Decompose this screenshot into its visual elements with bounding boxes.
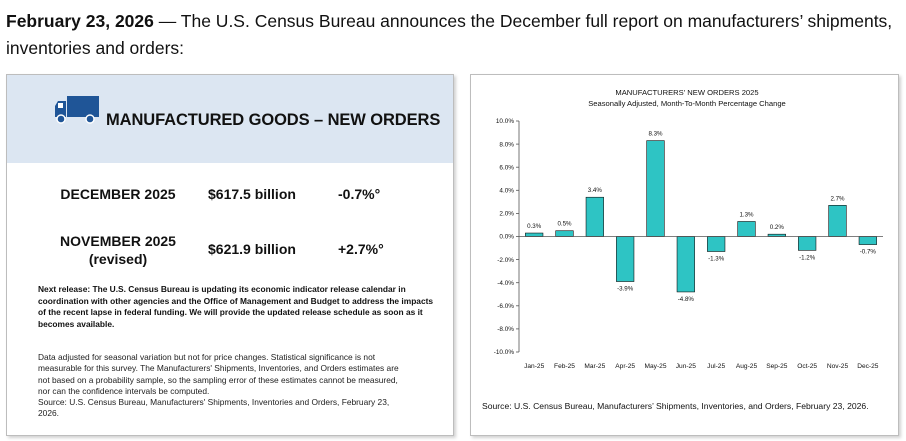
footnote-line: not based on a probability sample, so th… xyxy=(38,374,398,385)
y-tick-label: -6.0% xyxy=(497,303,514,310)
x-tick-label: Jun-25 xyxy=(676,363,696,370)
panel-title: MANUFACTURED GOODS – NEW ORDERS xyxy=(106,111,441,129)
x-tick-label: Dec-25 xyxy=(857,363,879,370)
x-tick-label: Aug-25 xyxy=(736,363,758,370)
data-label: 0.2% xyxy=(770,224,785,231)
data-label: -3.9% xyxy=(617,286,634,293)
data-label: 0.3% xyxy=(527,223,542,230)
footnote: Data adjusted for seasonal variation but… xyxy=(38,352,443,420)
bars xyxy=(525,140,877,293)
data-label: 8.3% xyxy=(648,131,663,138)
bar-feb-25 xyxy=(555,230,574,237)
row-label-november: NOVEMBER 2025 xyxy=(60,233,176,249)
new-orders-bar-chart: MANUFACTURERS' NEW ORDERS 2025 Seasonall… xyxy=(494,88,883,370)
y-tick-label: -8.0% xyxy=(497,326,514,333)
y-tick-label: -10.0% xyxy=(494,349,515,356)
x-tick-label: Jul-25 xyxy=(707,363,725,370)
y-tick-label: 6.0% xyxy=(499,164,514,171)
row-value-december: $617.5 billion xyxy=(208,186,296,202)
data-label: 1.3% xyxy=(739,211,754,218)
y-tick-label: 2.0% xyxy=(499,211,514,218)
panel-header-band xyxy=(7,75,453,163)
x-tick-label: May-25 xyxy=(645,363,667,370)
data-label: 2.7% xyxy=(830,195,845,202)
headline-text: — The U.S. Census Bureau announces the D… xyxy=(6,11,893,58)
x-tick-label: Oct-25 xyxy=(797,363,817,370)
bar-jul-25 xyxy=(707,236,726,252)
data-label: 0.5% xyxy=(557,221,572,228)
next-release-note: Next release: The U.S. Census Bureau is … xyxy=(38,284,434,329)
data-label: -1.2% xyxy=(799,254,816,261)
footnote-line: nor can the confidence intervals be comp… xyxy=(38,385,210,396)
data-label: 3.4% xyxy=(588,187,603,194)
bar-dec-25 xyxy=(858,236,877,245)
x-tick-label: Nov-25 xyxy=(827,363,849,370)
bar-nov-25 xyxy=(828,205,847,237)
y-tick-label: -4.0% xyxy=(497,280,514,287)
row-change-december: -0.7%° xyxy=(338,186,381,202)
x-tick-label: Apr-25 xyxy=(615,363,635,370)
row-sublabel-revised: (revised) xyxy=(88,251,148,267)
data-label: -0.7% xyxy=(860,249,877,256)
y-tick-label: 0.0% xyxy=(499,234,514,241)
bar-may-25 xyxy=(646,140,665,237)
chart-source: Source: U.S. Census Bureau, Manufacturer… xyxy=(482,401,869,411)
chart-subtitle: Seasonally Adjusted, Month-To-Month Perc… xyxy=(588,99,786,108)
y-tick-label: -2.0% xyxy=(497,257,514,264)
bar-jan-25 xyxy=(525,232,544,237)
x-tick-label: Jan-25 xyxy=(524,363,544,370)
footnote-line: Source: U.S. Census Bureau, Manufacturer… xyxy=(38,397,390,408)
y-tick-label: 8.0% xyxy=(499,141,514,148)
y-tick-label: 10.0% xyxy=(496,118,514,125)
headline: February 23, 2026 — The U.S. Census Bure… xyxy=(6,8,896,62)
row-label-december: DECEMBER 2025 xyxy=(60,186,176,202)
x-tick-label: Sep-25 xyxy=(766,363,788,370)
footnote-line: measurable for this survey. The Manufact… xyxy=(38,363,399,374)
bar-oct-25 xyxy=(798,236,817,251)
truck-icon xyxy=(55,96,99,124)
footnote-line: Data adjusted for seasonal variation but… xyxy=(38,352,376,362)
footnote-line: 2026. xyxy=(38,408,59,419)
bar-mar-25 xyxy=(585,196,604,237)
chart-title: MANUFACTURERS' NEW ORDERS 2025 xyxy=(615,88,758,97)
bar-aug-25 xyxy=(737,221,756,237)
new-orders-panel: MANUFACTURED GOODS – NEW ORDERS DECEMBER… xyxy=(6,74,454,436)
bar-jun-25 xyxy=(676,236,695,293)
bar-apr-25 xyxy=(616,236,635,282)
row-value-november: $621.9 billion xyxy=(208,241,296,257)
data-label: -4.8% xyxy=(678,296,695,303)
row-change-november: +2.7%° xyxy=(338,241,384,257)
chart-panel: MANUFACTURERS' NEW ORDERS 2025 Seasonall… xyxy=(470,74,899,436)
y-tick-label: 4.0% xyxy=(499,188,514,195)
x-tick-label: Feb-25 xyxy=(554,363,575,370)
data-labels: 0.3% 0.5% 3.4% -3.9% 8.3% -4.8% -1.3% 1.3% 0.2% -… xyxy=(527,131,876,303)
x-tick-label: Mar-25 xyxy=(584,363,605,370)
data-label: -1.3% xyxy=(708,256,725,263)
y-axis: 10.0% 8.0% 6.0% 4.0% 2.0% 0.0% -2.0% -4.0% -6.0%… xyxy=(494,118,520,356)
headline-date: February 23, 2026 xyxy=(6,11,154,31)
x-axis: Jan-25 Feb-25 Mar-25 Apr-25 May-25 Jun-25 Jul-… xyxy=(519,236,883,370)
